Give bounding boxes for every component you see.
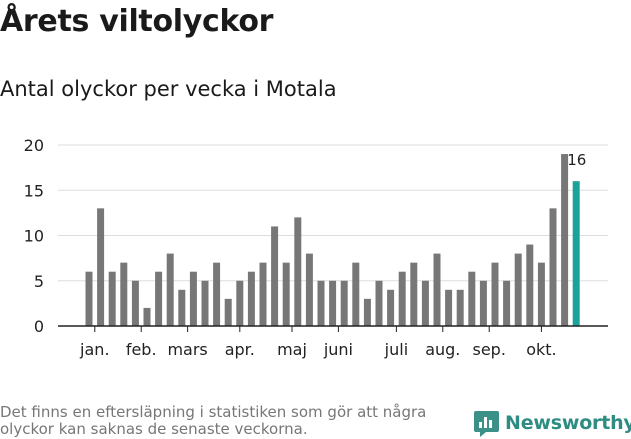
brand-name: Newsworthy <box>505 412 631 434</box>
x-tick-label: feb. <box>126 340 157 359</box>
bar <box>456 289 464 326</box>
x-tick-label: maj <box>277 340 307 359</box>
bar <box>305 253 313 326</box>
bar <box>503 280 511 326</box>
page-title: Årets viltolyckor <box>0 4 274 39</box>
bar <box>549 208 557 326</box>
bar-highlight <box>572 181 580 326</box>
annotations: 16 <box>567 151 586 169</box>
bar <box>340 280 348 326</box>
bar <box>155 271 163 326</box>
grid-lines <box>58 144 608 282</box>
y-axis-ticks: 0 5 10 15 20 <box>24 136 44 336</box>
data-label: 16 <box>567 151 586 169</box>
bar <box>561 154 569 326</box>
bar <box>201 280 209 326</box>
bar <box>363 298 371 326</box>
x-tick-label: aug. <box>425 340 460 359</box>
bar <box>491 262 499 326</box>
bar <box>120 262 128 326</box>
page-subtitle: Antal olyckor per vecka i Motala <box>0 77 337 101</box>
bar <box>166 253 174 326</box>
x-tick-label: jan. <box>79 340 109 359</box>
x-tick-label: apr. <box>225 340 255 359</box>
bar <box>537 262 545 326</box>
y-tick-label: 5 <box>34 272 44 291</box>
y-tick-label: 10 <box>24 227 44 246</box>
x-tick-label: okt. <box>526 340 556 359</box>
x-tick-label: juni <box>323 340 353 359</box>
x-tick-label: sep. <box>472 340 505 359</box>
bar <box>213 262 221 326</box>
brand-logo: Newsworthy <box>474 408 631 438</box>
footnote: Det finns en eftersläpning i statistiken… <box>0 403 427 438</box>
bar <box>282 262 290 326</box>
bar <box>259 262 267 326</box>
bar <box>294 217 302 326</box>
bar <box>189 271 197 326</box>
bar <box>178 289 186 326</box>
bar <box>479 280 487 326</box>
bar-chart: 0 5 10 15 20 jan. feb. mars apr. maj juni juli aug.… <box>24 136 608 359</box>
bar <box>526 244 534 326</box>
y-tick-label: 0 <box>34 317 44 336</box>
bar <box>329 280 337 326</box>
bar <box>410 262 418 326</box>
bar <box>468 271 476 326</box>
bar <box>317 280 325 326</box>
bar <box>445 289 453 326</box>
bar <box>421 280 429 326</box>
bar <box>433 253 441 326</box>
newsworthy-logo-icon <box>474 410 499 437</box>
bar <box>131 280 139 326</box>
bar <box>85 271 93 326</box>
bar <box>247 271 255 326</box>
bar <box>375 280 383 326</box>
bar <box>224 298 232 326</box>
y-tick-label: 15 <box>24 181 44 200</box>
bar <box>271 226 279 326</box>
y-tick-label: 20 <box>24 136 44 155</box>
x-axis-ticks: jan. feb. mars apr. maj juni juli aug. sep. okt. <box>79 326 557 359</box>
bar <box>108 271 116 326</box>
x-tick-label: juli <box>384 340 408 359</box>
bar <box>97 208 105 326</box>
bar <box>143 307 151 326</box>
bar <box>514 253 522 326</box>
x-tick-label: mars <box>167 340 207 359</box>
bar <box>236 280 244 326</box>
bars <box>85 154 580 326</box>
bar <box>387 289 395 326</box>
bar <box>398 271 406 326</box>
bar <box>352 262 360 326</box>
